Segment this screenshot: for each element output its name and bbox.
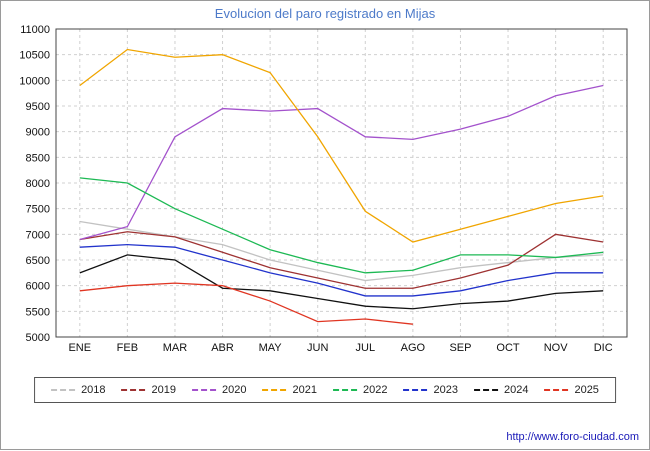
series-line-2024: [79, 254, 604, 310]
legend-item-2019: 2019: [121, 384, 177, 396]
x-tick-label: FEB: [117, 342, 138, 354]
legend-item-2024: 2024: [473, 384, 529, 396]
legend-swatch-2021: [262, 389, 287, 391]
y-tick-label: 7000: [26, 229, 50, 241]
series-line-2021: [79, 48, 604, 243]
legend-swatch-2023: [403, 389, 428, 391]
legend-swatch-2022: [333, 389, 357, 391]
x-tick-label: JUL: [356, 342, 376, 354]
chart-title: Evolucion del paro registrado en Mijas: [214, 6, 436, 21]
legend-label: 2023: [433, 384, 458, 396]
legend-item-2021: 2021: [262, 384, 317, 396]
series-line-2025: [79, 282, 413, 325]
y-tick-label: 6000: [26, 281, 50, 293]
legend-item-2018: 2018: [51, 384, 106, 396]
x-tick-label: ABR: [211, 342, 234, 354]
x-tick-label: AGO: [401, 342, 426, 354]
series-line-2018: [79, 220, 604, 282]
x-tick-label: NOV: [544, 342, 569, 354]
legend-swatch-2024: [473, 389, 498, 391]
legend-label: 2019: [151, 384, 177, 396]
x-tick-label: ENE: [68, 342, 91, 354]
x-tick-label: DIC: [594, 342, 613, 354]
y-tick-label: 8500: [26, 152, 50, 164]
x-tick-label: MAY: [259, 342, 283, 354]
website-url[interactable]: http://www.foro-ciudad.com: [506, 431, 639, 443]
legend-swatch-2025: [544, 389, 569, 391]
y-tick-label: 9000: [26, 127, 50, 139]
plot-border: [55, 28, 628, 338]
y-tick-label: 11000: [20, 24, 50, 36]
legend-label: 2020: [222, 384, 247, 396]
series-line-2020: [79, 84, 604, 241]
x-tick-label: SEP: [449, 342, 471, 354]
y-tick-label: 10500: [19, 50, 50, 62]
series-line-2022: [79, 177, 604, 274]
legend-item-2023: 2023: [403, 384, 458, 396]
y-tick-label: 6500: [26, 255, 50, 267]
legend-label: 2022: [363, 384, 388, 396]
legend-swatch-2018: [51, 389, 76, 391]
legend-item-2022: 2022: [333, 384, 387, 396]
legend: 2018 2019 2020 2021 2022 2023 2024 2025: [34, 377, 616, 403]
x-tick-label: MAR: [163, 342, 188, 354]
legend-item-2020: 2020: [192, 384, 247, 396]
y-tick-label: 9500: [26, 101, 50, 113]
legend-label: 2021: [292, 384, 317, 396]
legend-swatch-2019: [121, 389, 146, 391]
y-tick-label: 10000: [19, 75, 50, 87]
legend-label: 2025: [574, 384, 599, 396]
legend-label: 2024: [503, 384, 529, 396]
legend-item-2025: 2025: [544, 384, 599, 396]
y-tick-label: 8000: [26, 178, 50, 190]
legend-swatch-2020: [192, 389, 217, 391]
x-tick-label: JUN: [307, 342, 328, 354]
y-tick-label: 5500: [26, 306, 50, 318]
legend-label: 2018: [81, 384, 106, 396]
series-line-2019: [79, 231, 604, 289]
y-tick-label: 5000: [26, 332, 50, 344]
x-tick-label: OCT: [496, 342, 520, 354]
series-line-2023: [79, 243, 604, 297]
y-tick-label: 7500: [26, 204, 50, 216]
